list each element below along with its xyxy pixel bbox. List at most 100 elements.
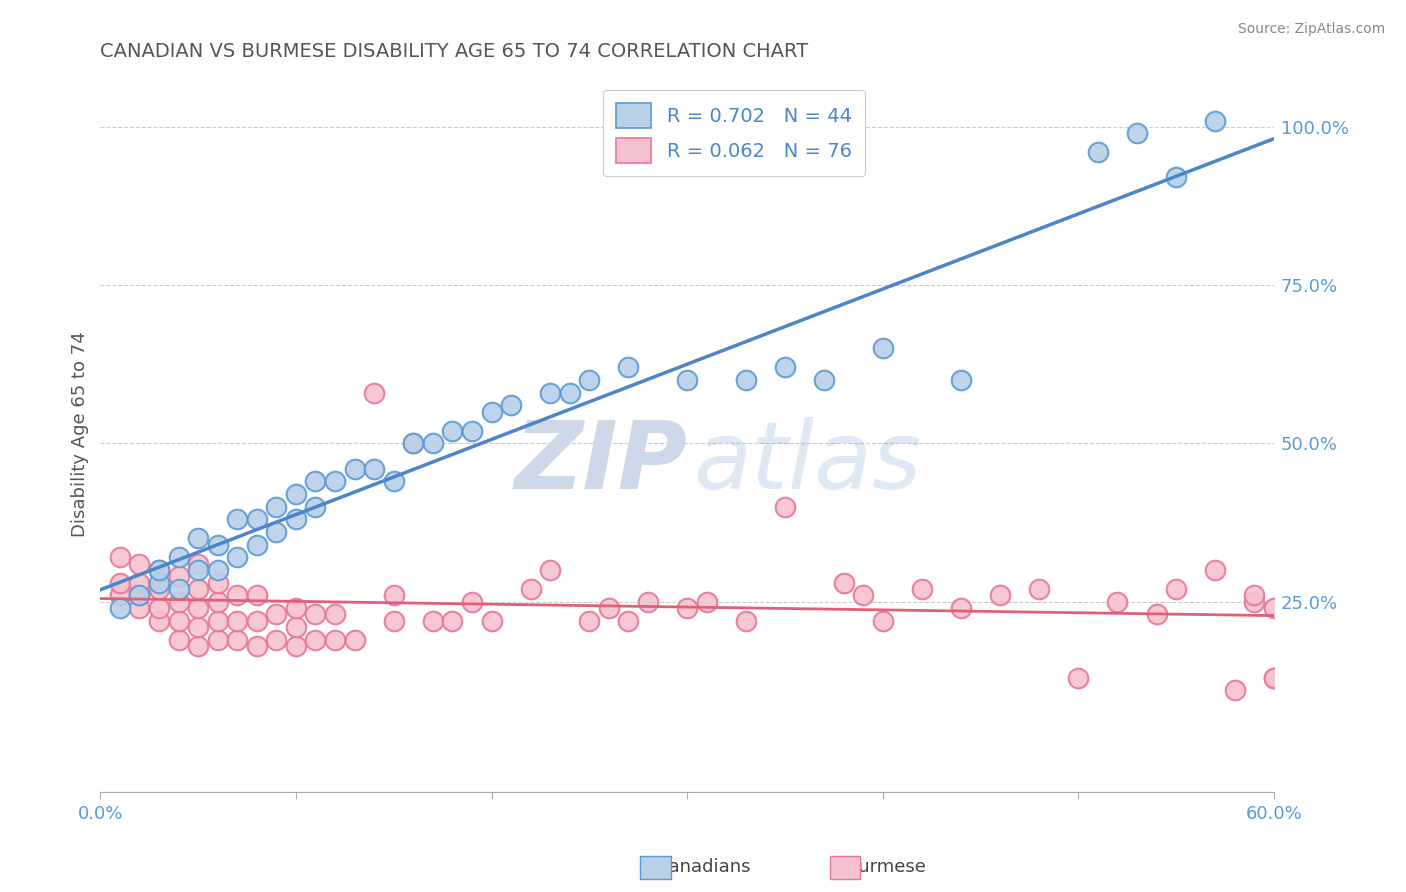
- Point: [167, 569, 190, 583]
- Point: [266, 524, 288, 539]
- Point: [187, 582, 209, 596]
- Point: [501, 398, 523, 412]
- Point: [246, 639, 269, 653]
- Point: [128, 588, 150, 602]
- Point: [246, 588, 269, 602]
- Text: atlas: atlas: [693, 417, 921, 508]
- Point: [382, 614, 405, 628]
- Point: [167, 614, 190, 628]
- Point: [578, 373, 600, 387]
- Point: [148, 563, 170, 577]
- Point: [323, 607, 346, 622]
- Point: [284, 620, 307, 634]
- Point: [422, 436, 444, 450]
- Point: [304, 500, 326, 514]
- Point: [1263, 671, 1285, 685]
- Point: [1263, 671, 1285, 685]
- Point: [246, 538, 269, 552]
- Point: [187, 639, 209, 653]
- Point: [734, 614, 756, 628]
- Point: [187, 601, 209, 615]
- Point: [773, 500, 796, 514]
- Point: [304, 607, 326, 622]
- Point: [1243, 588, 1265, 602]
- Point: [128, 588, 150, 602]
- Point: [1204, 563, 1226, 577]
- Point: [226, 588, 249, 602]
- Text: ZIP: ZIP: [515, 417, 688, 508]
- Point: [402, 436, 425, 450]
- Point: [226, 512, 249, 526]
- Point: [1067, 671, 1090, 685]
- Point: [128, 601, 150, 615]
- Point: [246, 512, 269, 526]
- Point: [284, 601, 307, 615]
- Point: [617, 360, 640, 375]
- Point: [108, 575, 131, 590]
- Text: CANADIAN VS BURMESE DISABILITY AGE 65 TO 74 CORRELATION CHART: CANADIAN VS BURMESE DISABILITY AGE 65 TO…: [100, 42, 808, 61]
- Point: [148, 614, 170, 628]
- Point: [382, 588, 405, 602]
- Text: Burmese: Burmese: [846, 858, 925, 876]
- Point: [187, 563, 209, 577]
- Point: [1164, 170, 1187, 185]
- Point: [832, 575, 855, 590]
- Point: [1107, 595, 1129, 609]
- Point: [988, 588, 1011, 602]
- Point: [949, 601, 972, 615]
- Point: [304, 475, 326, 489]
- Point: [1028, 582, 1050, 596]
- Point: [304, 632, 326, 647]
- Y-axis label: Disability Age 65 to 74: Disability Age 65 to 74: [72, 331, 89, 537]
- Point: [128, 575, 150, 590]
- Point: [246, 614, 269, 628]
- Point: [148, 575, 170, 590]
- Point: [207, 563, 229, 577]
- Point: [872, 342, 894, 356]
- Point: [441, 614, 464, 628]
- Point: [207, 595, 229, 609]
- Point: [266, 607, 288, 622]
- Point: [422, 614, 444, 628]
- Point: [813, 373, 835, 387]
- Point: [167, 550, 190, 565]
- Point: [402, 436, 425, 450]
- Point: [676, 601, 699, 615]
- Point: [207, 632, 229, 647]
- Point: [108, 601, 131, 615]
- Point: [696, 595, 718, 609]
- Point: [598, 601, 620, 615]
- Point: [617, 614, 640, 628]
- Point: [108, 588, 131, 602]
- Point: [1243, 595, 1265, 609]
- Point: [1223, 683, 1246, 698]
- Point: [343, 461, 366, 475]
- Point: [284, 639, 307, 653]
- Point: [538, 385, 561, 400]
- Point: [734, 373, 756, 387]
- Point: [167, 595, 190, 609]
- Point: [266, 632, 288, 647]
- Point: [207, 575, 229, 590]
- Point: [1087, 145, 1109, 160]
- Point: [148, 563, 170, 577]
- Point: [441, 424, 464, 438]
- Legend: R = 0.702   N = 44, R = 0.062   N = 76: R = 0.702 N = 44, R = 0.062 N = 76: [603, 89, 866, 177]
- Point: [1126, 126, 1149, 140]
- Point: [226, 550, 249, 565]
- Point: [363, 385, 385, 400]
- Point: [637, 595, 659, 609]
- Point: [226, 614, 249, 628]
- Point: [363, 461, 385, 475]
- Point: [481, 405, 503, 419]
- Point: [187, 532, 209, 546]
- Point: [461, 595, 484, 609]
- Point: [343, 632, 366, 647]
- Point: [187, 557, 209, 571]
- Point: [481, 614, 503, 628]
- Point: [538, 563, 561, 577]
- Point: [1164, 582, 1187, 596]
- Point: [558, 385, 581, 400]
- Point: [773, 360, 796, 375]
- Point: [108, 550, 131, 565]
